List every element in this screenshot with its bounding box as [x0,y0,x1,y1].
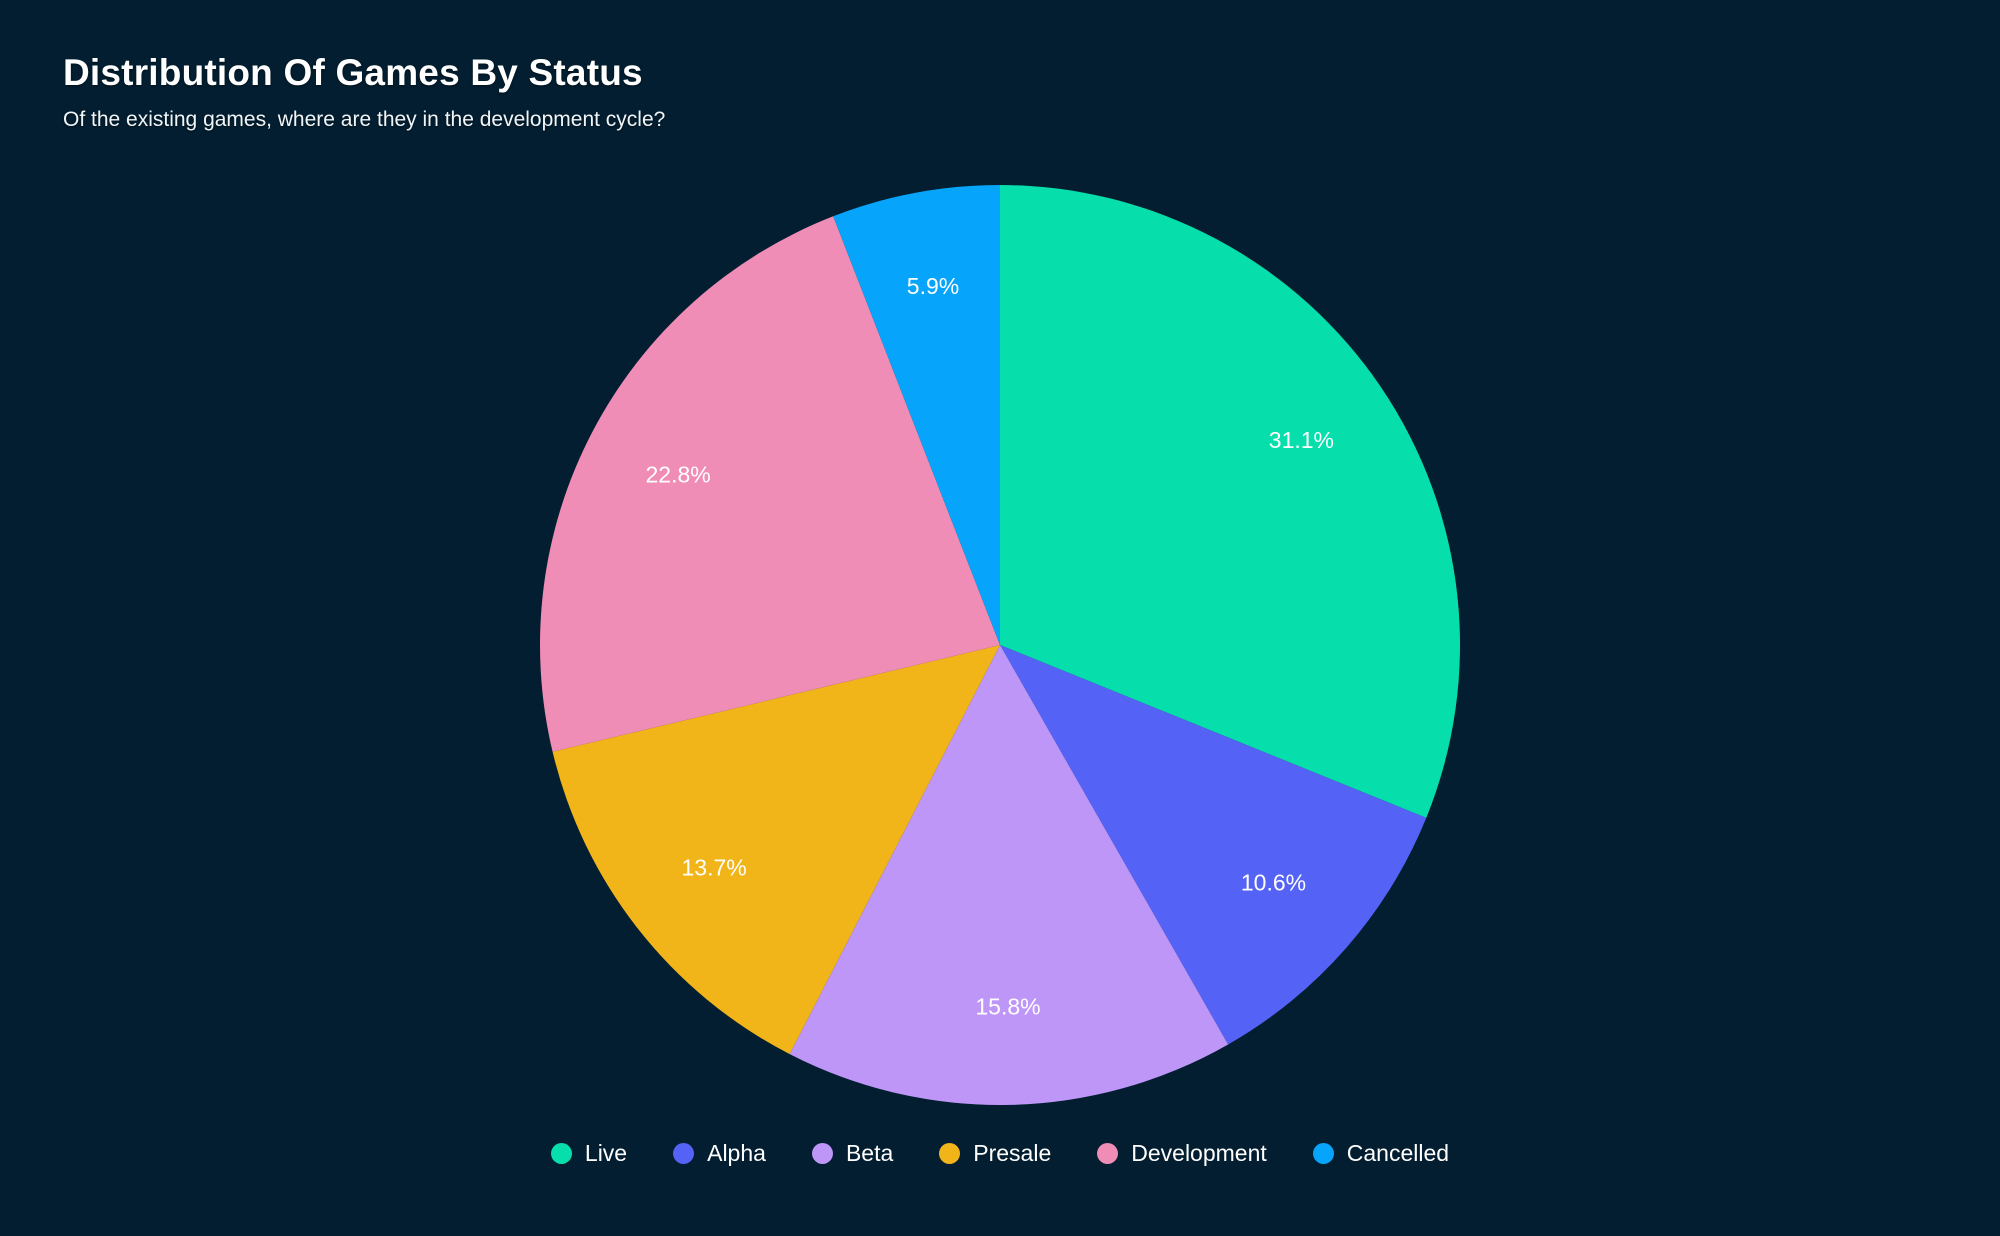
legend-swatch-live [550,1143,572,1164]
legend-label: Cancelled [1346,1140,1450,1166]
pie-slice-alpha[interactable] [1000,645,1427,1045]
legend-item-live[interactable]: Live [550,1140,628,1167]
legend-swatch-presale [939,1143,961,1164]
legend-swatch-development [1097,1143,1119,1164]
legend-swatch-alpha [673,1143,695,1164]
legend-swatch-cancelled [1312,1143,1334,1164]
legend-item-development[interactable]: Development [1097,1140,1267,1167]
pie-slice-live[interactable] [1000,185,1461,818]
pie-slice-beta[interactable] [789,645,1229,1106]
legend-label: Presale [973,1140,1052,1166]
legend: Live Alpha Beta Presale Development Cancelled [0,1140,2000,1167]
pie-slice-cancelled[interactable] [833,185,1000,645]
pie-slice-development[interactable] [540,216,1000,752]
legend-swatch-beta [811,1143,833,1164]
legend-label: Beta [845,1140,894,1166]
legend-item-alpha[interactable]: Alpha [673,1140,766,1167]
legend-item-presale[interactable]: Presale [939,1140,1051,1167]
legend-label: Alpha [707,1140,766,1166]
chart-header: Distribution Of Games By Status Of the e… [63,52,665,132]
legend-label: Development [1131,1140,1267,1166]
chart-title: Distribution Of Games By Status [63,52,643,93]
chart-subtitle: Of the existing games, where are they in… [63,108,666,131]
legend-item-beta[interactable]: Beta [811,1140,894,1167]
legend-item-cancelled[interactable]: Cancelled [1312,1140,1450,1167]
pie-slice-presale[interactable] [552,645,1000,1055]
legend-label: Live [584,1140,628,1166]
